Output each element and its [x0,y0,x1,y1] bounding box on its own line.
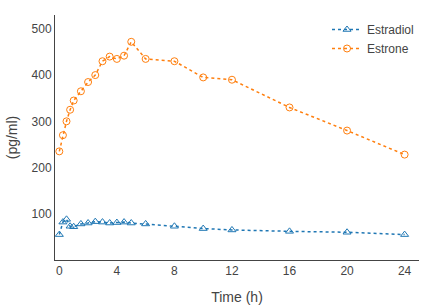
svg-text:24: 24 [398,264,412,278]
svg-text:(pg/ml): (pg/ml) [4,116,20,160]
svg-text:Estradiol: Estradiol [367,23,414,37]
svg-text:400: 400 [32,68,52,82]
svg-text:0: 0 [56,264,63,278]
svg-text:8: 8 [171,264,178,278]
svg-text:200: 200 [32,161,52,175]
svg-text:16: 16 [283,264,297,278]
svg-text:100: 100 [32,207,52,221]
svg-text:Time (h): Time (h) [211,289,263,305]
svg-text:4: 4 [114,264,121,278]
svg-text:Estrone: Estrone [367,42,409,56]
svg-text:300: 300 [32,115,52,129]
svg-text:12: 12 [225,264,239,278]
svg-text:500: 500 [32,22,52,36]
svg-text:20: 20 [340,264,354,278]
